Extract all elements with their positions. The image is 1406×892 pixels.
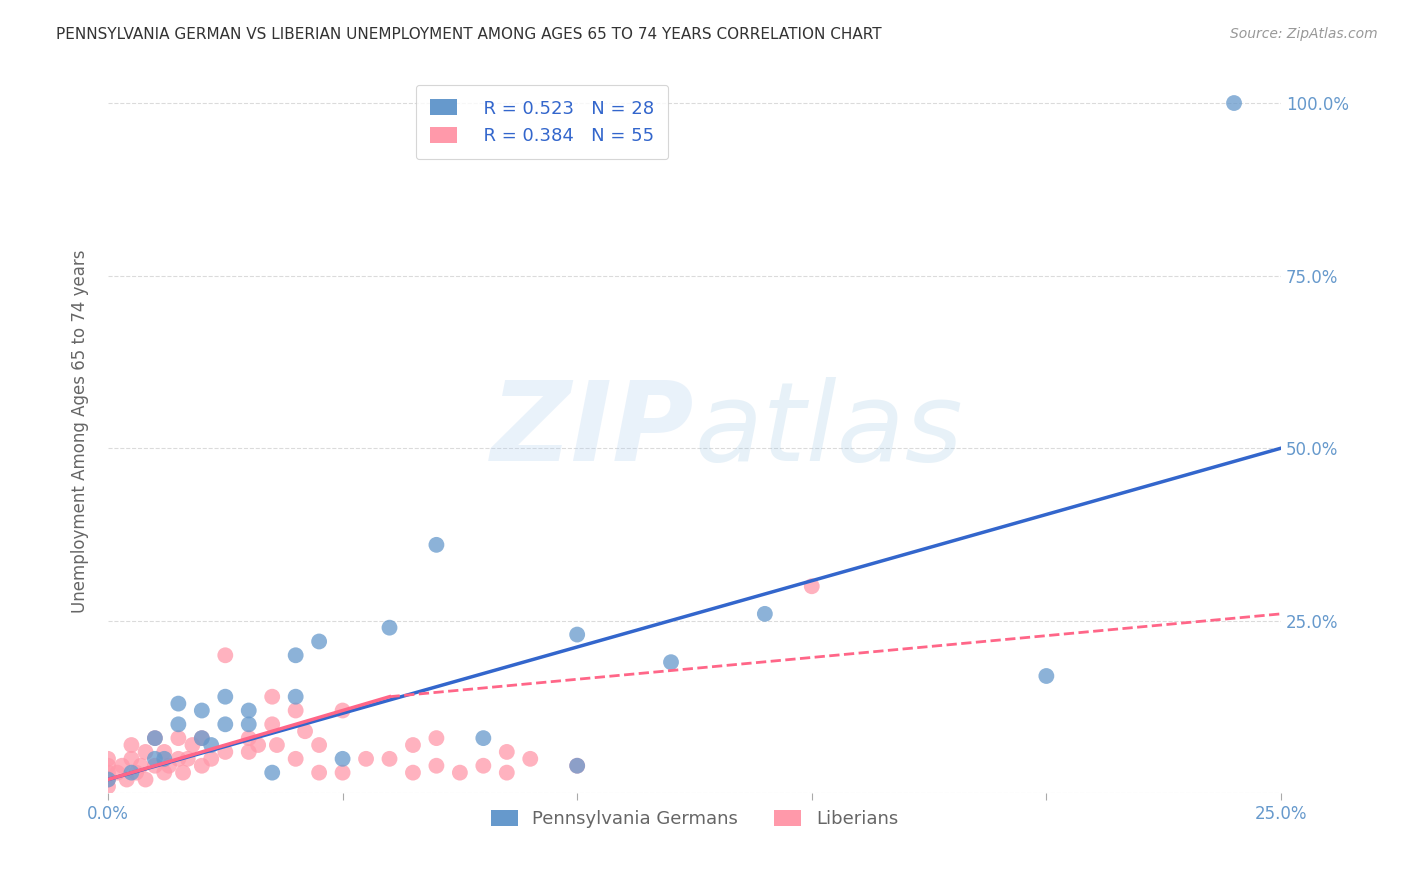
Point	[200, 738, 222, 752]
Point	[120, 738, 142, 752]
Point	[332, 752, 354, 766]
Point	[308, 765, 330, 780]
Point	[402, 765, 425, 780]
Point	[754, 607, 776, 621]
Point	[284, 648, 307, 663]
Point	[308, 634, 330, 648]
Point	[425, 758, 447, 772]
Point	[97, 752, 120, 766]
Point	[659, 655, 682, 669]
Point	[238, 731, 260, 745]
Point	[191, 731, 214, 745]
Point	[143, 758, 166, 772]
Y-axis label: Unemployment Among Ages 65 to 74 years: Unemployment Among Ages 65 to 74 years	[72, 249, 89, 613]
Point	[167, 717, 190, 731]
Point	[135, 745, 157, 759]
Point	[143, 752, 166, 766]
Point	[567, 627, 589, 641]
Point	[115, 772, 138, 787]
Point	[294, 724, 316, 739]
Point	[238, 704, 260, 718]
Point	[191, 731, 214, 745]
Point	[97, 765, 120, 780]
Point	[284, 752, 307, 766]
Legend: Pennsylvania Germans, Liberians: Pennsylvania Germans, Liberians	[484, 802, 905, 835]
Point	[332, 704, 354, 718]
Point	[378, 621, 401, 635]
Point	[247, 738, 270, 752]
Point	[284, 704, 307, 718]
Point	[97, 772, 120, 787]
Point	[567, 758, 589, 772]
Point	[284, 690, 307, 704]
Point	[378, 752, 401, 766]
Point	[800, 579, 823, 593]
Text: atlas: atlas	[695, 377, 963, 484]
Point	[472, 731, 495, 745]
Point	[153, 745, 176, 759]
Point	[129, 758, 152, 772]
Point	[402, 738, 425, 752]
Point	[143, 731, 166, 745]
Text: Source: ZipAtlas.com: Source: ZipAtlas.com	[1230, 27, 1378, 41]
Point	[332, 765, 354, 780]
Text: ZIP: ZIP	[491, 377, 695, 484]
Point	[167, 752, 190, 766]
Point	[495, 745, 517, 759]
Point	[191, 704, 214, 718]
Point	[449, 765, 471, 780]
Point	[125, 765, 148, 780]
Point	[167, 697, 190, 711]
Point	[214, 648, 236, 663]
Point	[214, 717, 236, 731]
Point	[519, 752, 541, 766]
Point	[472, 758, 495, 772]
Point	[567, 758, 589, 772]
Point	[425, 731, 447, 745]
Point	[177, 752, 200, 766]
Point	[172, 765, 194, 780]
Point	[111, 758, 134, 772]
Point	[97, 780, 120, 794]
Point	[354, 752, 377, 766]
Point	[153, 765, 176, 780]
Point	[1035, 669, 1057, 683]
Point	[262, 690, 284, 704]
Point	[105, 765, 128, 780]
Point	[238, 745, 260, 759]
Point	[495, 765, 517, 780]
Point	[214, 745, 236, 759]
Point	[181, 738, 204, 752]
Point	[238, 717, 260, 731]
Point	[425, 538, 447, 552]
Text: PENNSYLVANIA GERMAN VS LIBERIAN UNEMPLOYMENT AMONG AGES 65 TO 74 YEARS CORRELATI: PENNSYLVANIA GERMAN VS LIBERIAN UNEMPLOY…	[56, 27, 882, 42]
Point	[120, 752, 142, 766]
Point	[167, 731, 190, 745]
Point	[200, 752, 222, 766]
Point	[143, 731, 166, 745]
Point	[157, 758, 180, 772]
Point	[120, 765, 142, 780]
Point	[1223, 96, 1246, 111]
Point	[97, 772, 120, 787]
Point	[153, 752, 176, 766]
Point	[135, 772, 157, 787]
Point	[262, 765, 284, 780]
Point	[191, 758, 214, 772]
Point	[266, 738, 288, 752]
Point	[97, 758, 120, 772]
Point	[214, 690, 236, 704]
Point	[262, 717, 284, 731]
Point	[308, 738, 330, 752]
